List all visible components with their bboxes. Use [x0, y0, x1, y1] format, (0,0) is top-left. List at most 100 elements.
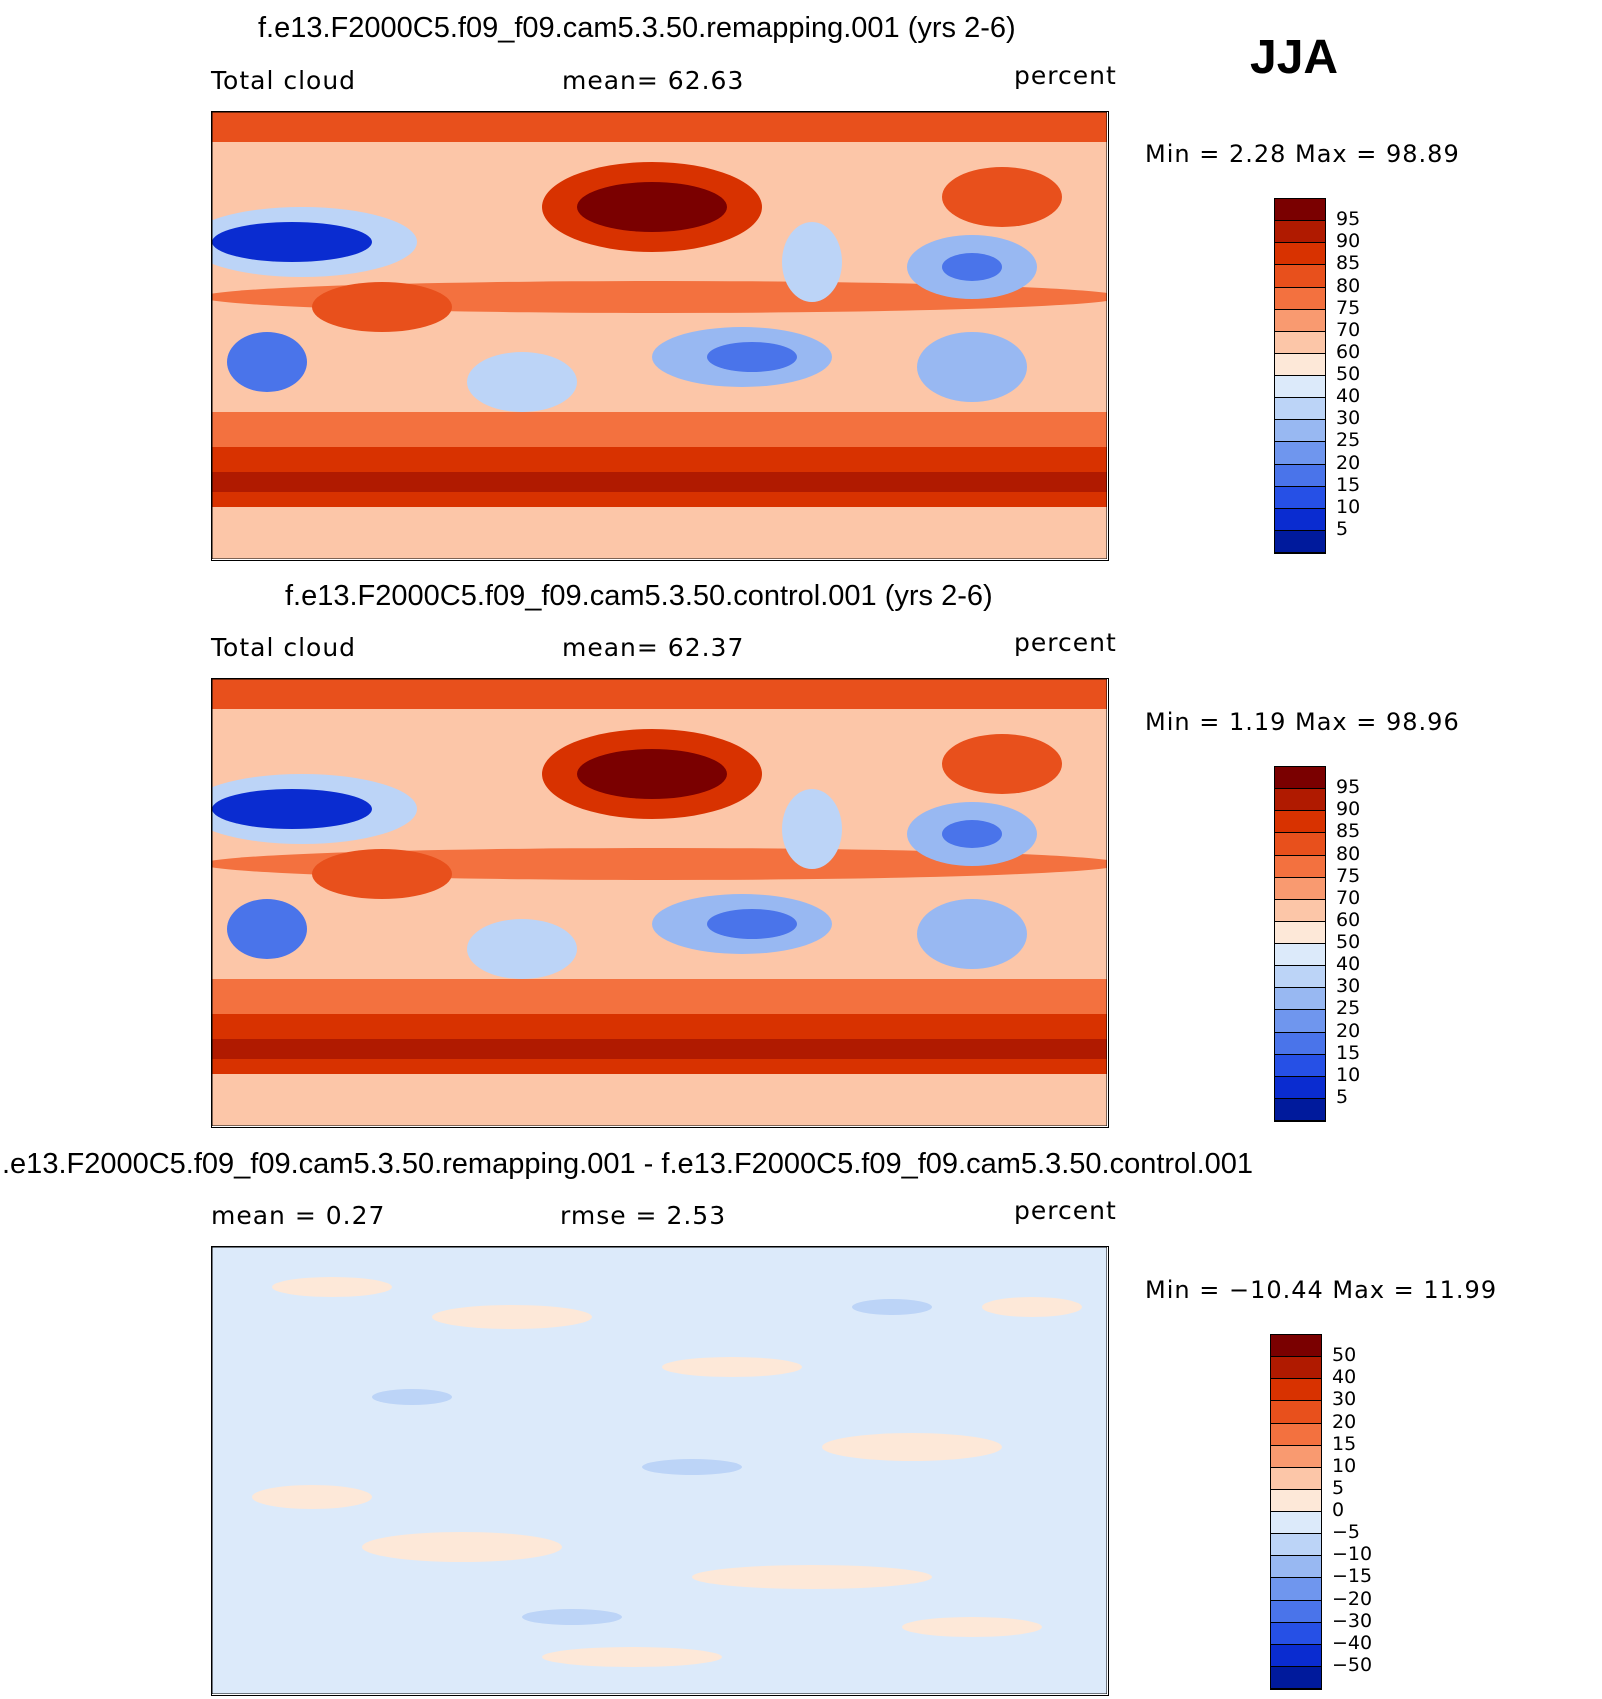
negative-difference-patch	[852, 1299, 932, 1315]
colorbar-box	[1275, 1076, 1325, 1099]
colorbar-tick-label: 20	[1336, 451, 1361, 474]
colorbar-tick-label: 50	[1336, 931, 1361, 953]
north-pacific-core	[577, 182, 727, 232]
colorbar-tick-label: 60	[1336, 340, 1361, 363]
southern-cloud-band	[212, 979, 1107, 1019]
colorbar-tick-label: 75	[1336, 864, 1361, 887]
colorbar-box	[1275, 530, 1325, 553]
colorbar-box	[1275, 855, 1325, 878]
positive-difference-patch	[542, 1647, 722, 1667]
panel-1-variable-label: Total cloud	[211, 66, 357, 95]
colorbar-tick-label: 0	[1332, 1499, 1345, 1521]
colorbar-box	[1275, 1098, 1325, 1121]
colorbar-tick-label: 70	[1336, 886, 1361, 909]
colorbar-box	[1275, 966, 1325, 989]
colorbar-box	[1275, 921, 1325, 944]
panel-2-variable-label: Total cloud	[211, 633, 357, 662]
colorbar-box	[1275, 199, 1325, 222]
colorbar-tick-label: 85	[1336, 820, 1361, 843]
positive-difference-patch	[822, 1433, 1002, 1461]
colorbar-tick-label: −50	[1332, 1653, 1373, 1676]
north-america-west-clear	[782, 222, 842, 302]
colorbar-tick-label: 75	[1336, 296, 1361, 319]
colorbar-tick-label: 70	[1336, 318, 1361, 341]
colorbar-tick-label: 50	[1332, 1344, 1357, 1367]
colorbar-box	[1271, 1489, 1321, 1512]
colorbar-tick-label: 40	[1336, 953, 1361, 976]
colorbar-box	[1275, 309, 1325, 332]
southern-ocean-core	[212, 472, 1107, 492]
north-atlantic-cloud	[942, 734, 1062, 794]
colorbar-tick-label: 95	[1336, 208, 1361, 231]
colorbar-tick-label: 5	[1332, 1476, 1345, 1499]
colorbar-box	[1271, 1556, 1321, 1579]
negative-difference-patch	[522, 1609, 622, 1625]
colorbar-box	[1275, 221, 1325, 244]
panel-1-contour-field	[187, 111, 1122, 560]
colorbar-box	[1275, 243, 1325, 266]
colorbar-box	[1275, 265, 1325, 288]
panel-2-minmax: Min = 1.19 Max = 98.96	[1145, 708, 1460, 736]
colorbar-box	[1271, 1578, 1321, 1601]
colorbar-box	[1275, 420, 1325, 443]
panel-1-colorbar	[1274, 198, 1326, 554]
colorbar-tick-label: −10	[1332, 1543, 1373, 1566]
panel-2-contour-field	[187, 678, 1122, 1127]
colorbar-tick-label: −15	[1332, 1565, 1373, 1588]
panel-1-map	[187, 111, 1122, 561]
north-pacific-core	[577, 749, 727, 799]
colorbar-tick-label: 10	[1336, 1063, 1361, 1086]
colorbar-box	[1275, 1032, 1325, 1055]
colorbar-tick-label: 40	[1336, 385, 1361, 408]
negative-difference-patch	[642, 1459, 742, 1475]
southeast-pacific-core	[707, 342, 797, 372]
colorbar-tick-label: 20	[1332, 1410, 1357, 1433]
positive-difference-patch	[662, 1357, 802, 1377]
australia-clear	[467, 352, 577, 412]
antarctic-field	[212, 1074, 1107, 1126]
positive-difference-patch	[272, 1277, 392, 1297]
colorbar-tick-label: 85	[1336, 252, 1361, 275]
southern-ocean-core	[212, 1039, 1107, 1059]
colorbar-box	[1271, 1357, 1321, 1380]
indian-ocean-cloud	[312, 282, 452, 332]
colorbar-box	[1275, 877, 1325, 900]
colorbar-box	[1271, 1423, 1321, 1446]
panel-1-title: f.e13.F2000C5.f09_f09.cam5.3.50.remappin…	[258, 12, 1016, 44]
panel-3-map	[211, 1246, 1109, 1696]
panel-2-units: percent	[1014, 628, 1117, 657]
colorbar-box	[1275, 789, 1325, 812]
colorbar-box	[1275, 353, 1325, 376]
colorbar-box	[1275, 486, 1325, 509]
negative-difference-patch	[372, 1389, 452, 1405]
colorbar-tick-label: 30	[1336, 407, 1361, 430]
colorbar-tick-label: 5	[1336, 1085, 1349, 1108]
colorbar-tick-label: 15	[1336, 1041, 1361, 1064]
colorbar-tick-label: 90	[1336, 230, 1361, 253]
colorbar-box	[1275, 464, 1325, 487]
colorbar-tick-label: 80	[1336, 842, 1361, 865]
colorbar-tick-label: −40	[1332, 1631, 1373, 1654]
colorbar-box	[1275, 767, 1325, 790]
panel-3-units: percent	[1014, 1196, 1117, 1225]
colorbar-tick-label: 25	[1336, 997, 1361, 1020]
colorbar-box	[1275, 508, 1325, 531]
panel-3-title: .e13.F2000C5.f09_f09.cam5.3.50.remapping…	[2, 1148, 1254, 1180]
panel-1-minmax: Min = 2.28 Max = 98.89	[1145, 140, 1460, 168]
colorbar-box	[1275, 833, 1325, 856]
panel-3-colorbar	[1270, 1334, 1322, 1690]
panel-2-mean: mean= 62.37	[562, 633, 745, 662]
colorbar-tick-label: 60	[1336, 908, 1361, 931]
brazil-clear	[917, 332, 1027, 402]
season-label: JJA	[1250, 31, 1339, 84]
colorbar-tick-label: 90	[1336, 798, 1361, 821]
colorbar-box	[1275, 376, 1325, 399]
panel-2-map	[187, 678, 1122, 1128]
colorbar-tick-label: 10	[1336, 495, 1361, 518]
colorbar-box	[1271, 1512, 1321, 1535]
colorbar-box	[1271, 1600, 1321, 1623]
southern-africa-clear	[227, 332, 307, 392]
colorbar-box	[1275, 988, 1325, 1011]
colorbar-box	[1271, 1379, 1321, 1402]
colorbar-tick-label: 40	[1332, 1366, 1357, 1389]
